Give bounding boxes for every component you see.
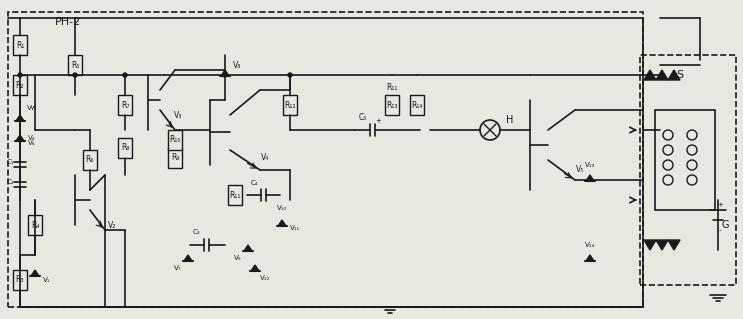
Bar	[168, 130, 182, 150]
Text: R₁₄: R₁₄	[412, 100, 423, 109]
Polygon shape	[184, 255, 192, 261]
Text: R₈: R₈	[121, 144, 129, 152]
Text: R₁₁: R₁₁	[230, 190, 241, 199]
Polygon shape	[586, 175, 594, 181]
Polygon shape	[251, 265, 259, 271]
Text: R₆: R₆	[85, 155, 94, 165]
Text: C₄: C₄	[250, 180, 258, 186]
Bar	[68, 55, 82, 75]
Bar	[228, 185, 242, 205]
Circle shape	[288, 73, 292, 77]
Polygon shape	[31, 270, 39, 276]
Bar	[385, 95, 399, 115]
Bar	[283, 95, 297, 115]
Bar	[13, 270, 27, 290]
Text: R₁₁: R₁₁	[386, 84, 398, 93]
Polygon shape	[668, 70, 680, 80]
Bar	[83, 150, 97, 170]
Polygon shape	[16, 135, 24, 141]
Polygon shape	[16, 115, 24, 121]
Text: V₁₀: V₁₀	[277, 205, 287, 211]
Circle shape	[123, 73, 127, 77]
Text: R₇: R₇	[121, 100, 129, 109]
Text: G: G	[721, 220, 729, 230]
Bar	[13, 35, 27, 55]
Text: V₁: V₁	[43, 277, 51, 283]
Text: V₃: V₃	[174, 110, 182, 120]
Bar	[28, 215, 42, 235]
Text: R₁₂: R₁₂	[285, 100, 296, 109]
Text: V₁₂: V₁₂	[260, 275, 270, 281]
Polygon shape	[244, 245, 252, 251]
Text: R₁₀: R₁₀	[169, 136, 181, 145]
Circle shape	[73, 73, 77, 77]
Bar	[8, 12, 643, 307]
Text: H: H	[506, 115, 513, 125]
Text: S: S	[676, 70, 684, 80]
Text: V₇: V₇	[175, 265, 182, 271]
Text: R₉: R₉	[171, 153, 179, 162]
Bar	[410, 95, 424, 115]
Text: V₄: V₄	[28, 135, 36, 141]
Polygon shape	[668, 240, 680, 250]
Bar	[655, 110, 715, 210]
Text: V₁₄: V₁₄	[585, 242, 595, 248]
Text: PH-2: PH-2	[55, 17, 81, 27]
Circle shape	[223, 73, 227, 77]
Text: +: +	[375, 118, 381, 124]
Text: R₃: R₃	[16, 276, 25, 285]
Text: Vw: Vw	[27, 105, 37, 111]
Text: +: +	[717, 202, 723, 208]
Text: V₈: V₈	[233, 61, 241, 70]
Polygon shape	[221, 70, 229, 76]
Text: V₁₃: V₁₃	[585, 162, 595, 168]
Text: V₁₁: V₁₁	[290, 225, 300, 231]
Text: C₁: C₁	[6, 159, 14, 165]
Text: R₂: R₂	[16, 80, 25, 90]
Text: V₂: V₂	[108, 220, 116, 229]
Polygon shape	[586, 255, 594, 261]
Text: R₁₃: R₁₃	[386, 100, 398, 109]
Text: -: -	[718, 227, 721, 233]
Text: V₅: V₅	[576, 166, 584, 174]
Polygon shape	[656, 240, 668, 250]
Text: V₉: V₉	[234, 255, 241, 261]
Text: R₄: R₄	[30, 220, 39, 229]
Text: R₁: R₁	[16, 41, 25, 49]
Bar	[118, 95, 132, 115]
Text: C₅: C₅	[359, 114, 367, 122]
Polygon shape	[644, 70, 656, 80]
Circle shape	[18, 73, 22, 77]
Bar	[13, 75, 27, 95]
Bar	[640, 55, 736, 285]
Bar	[168, 148, 182, 168]
Text: V₆: V₆	[28, 140, 36, 146]
Text: V₄: V₄	[261, 153, 269, 162]
Text: R₅: R₅	[71, 61, 80, 70]
Polygon shape	[644, 240, 656, 250]
Polygon shape	[656, 70, 668, 80]
Text: C₃: C₃	[192, 229, 200, 235]
Bar	[118, 138, 132, 158]
Text: C₂: C₂	[6, 179, 14, 185]
Polygon shape	[278, 220, 286, 226]
